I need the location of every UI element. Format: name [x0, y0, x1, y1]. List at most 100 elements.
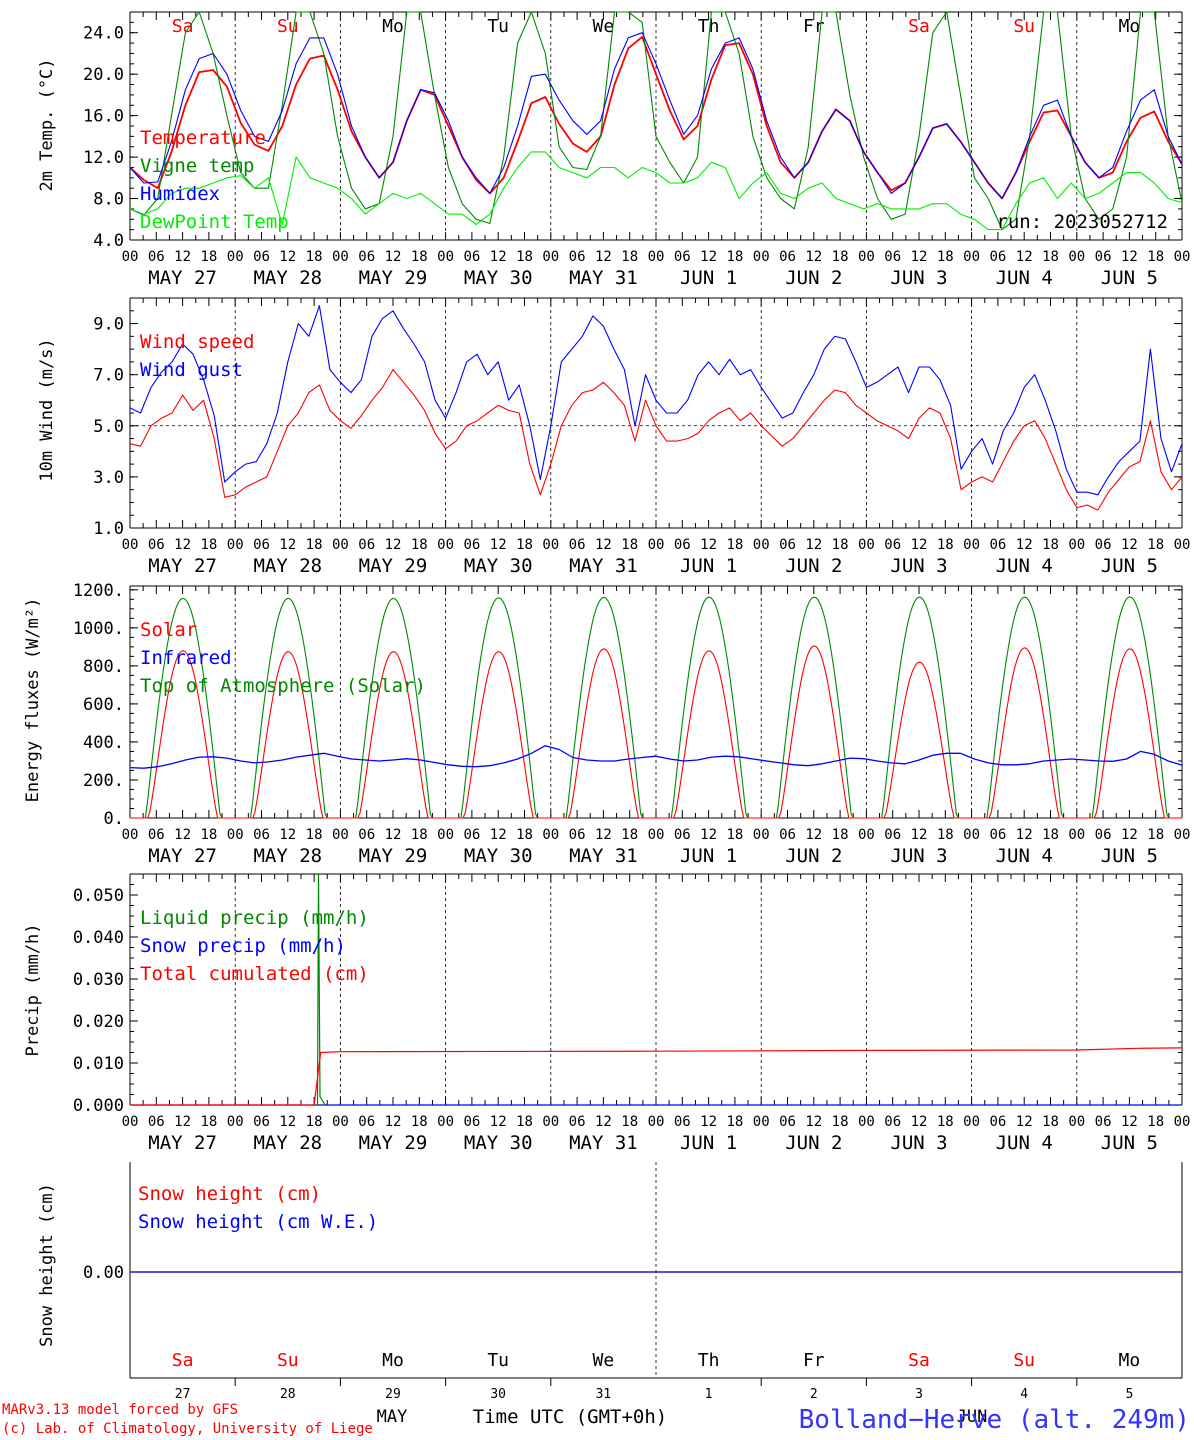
energy-panel: 0. 200. 400. 600. 800. 1000. 1200. 00 06 12 18 MAY …: [73, 581, 1191, 867]
y-tick-label: 12.0: [83, 148, 124, 168]
hour-label: 18: [516, 1114, 533, 1130]
temperature-ylabel: 2m Temp. (°C): [37, 58, 57, 191]
hour-label: 12: [279, 827, 296, 843]
date-label: JUN 3: [890, 1132, 947, 1154]
y-tick-label: 20.0: [83, 65, 124, 85]
date-label: JUN 1: [680, 1132, 737, 1154]
hour-label: 12: [805, 249, 822, 265]
date-label: MAY 31: [569, 555, 638, 577]
hour-label: 06: [1095, 249, 1112, 265]
day-name-label: Tu: [487, 1350, 509, 1371]
hour-label: 00: [332, 249, 349, 265]
series-total-cumulated: [130, 1047, 1183, 1106]
hour-label: 12: [279, 1114, 296, 1130]
series-humidex: [129, 32, 1183, 200]
hour-label: 00: [963, 537, 980, 553]
date-label: MAY 30: [464, 845, 533, 867]
hour-label: 06: [148, 537, 165, 553]
y-tick-label: 0.010: [73, 1054, 124, 1074]
day-name-label: We: [593, 1350, 615, 1371]
hour-label: 00: [1068, 827, 1085, 843]
y-tick-label: 9.0: [93, 315, 124, 335]
date-label: MAY 29: [359, 267, 428, 289]
day-name-label: Su: [1013, 1350, 1035, 1371]
date-label: MAY 28: [253, 555, 322, 577]
hour-label: 06: [674, 1114, 691, 1130]
y-tick-label: 600.: [83, 695, 124, 715]
y-tick-label: 1000.: [73, 619, 124, 639]
energy-ylabel: Energy fluxes (W/m²): [23, 598, 43, 803]
hour-label: 18: [200, 249, 217, 265]
day-number-label: 3: [915, 1387, 923, 1402]
day-number-label: 28: [280, 1387, 296, 1402]
day-name-label: Mo: [382, 16, 404, 37]
day-number-label: 29: [385, 1387, 401, 1402]
hour-label: 00: [1174, 249, 1191, 265]
hour-label: 00: [648, 1114, 665, 1130]
date-label: MAY 29: [359, 555, 428, 577]
wind-ylabel: 10m Wind (m/s): [37, 338, 57, 481]
hour-label: 12: [595, 1114, 612, 1130]
hour-label: 12: [174, 827, 191, 843]
hour-label: 18: [411, 537, 428, 553]
hour-label: 12: [279, 537, 296, 553]
hour-label: 06: [884, 249, 901, 265]
hour-label: 18: [937, 1114, 954, 1130]
hour-label: 00: [648, 827, 665, 843]
hour-label: 18: [621, 249, 638, 265]
hour-label: 06: [674, 827, 691, 843]
hour-label: 18: [621, 1114, 638, 1130]
day-name-label: Mo: [1119, 1350, 1141, 1371]
day-name-label: We: [593, 16, 615, 37]
hour-label: 12: [174, 1114, 191, 1130]
legend-wind-speed: Wind speed: [140, 331, 254, 353]
y-tick-label: 800.: [83, 657, 124, 677]
hour-label: 06: [358, 827, 375, 843]
hour-label: 12: [1121, 1114, 1138, 1130]
hour-label: 06: [884, 827, 901, 843]
hour-label: 12: [490, 537, 507, 553]
hour-label: 12: [700, 1114, 717, 1130]
legend-total-cumulated: Total cumulated (cm): [140, 963, 369, 985]
hour-label: 00: [542, 249, 559, 265]
date-label: JUN 1: [680, 267, 737, 289]
date-label: MAY 30: [464, 1132, 533, 1154]
hour-label: 00: [437, 827, 454, 843]
month-label-jun: JUN: [957, 1407, 988, 1427]
hour-label: 18: [1042, 827, 1059, 843]
legend-infrared: Infrared: [140, 647, 232, 669]
y-tick-label: 16.0: [83, 107, 124, 127]
hour-label: 18: [937, 537, 954, 553]
hour-label: 12: [805, 827, 822, 843]
month-label-may: MAY: [377, 1407, 408, 1427]
hour-label: 18: [1147, 537, 1164, 553]
y-tick-label: 1200.: [73, 581, 124, 601]
hour-label: 00: [1174, 1114, 1191, 1130]
snow-ylabel: Snow height (cm): [37, 1183, 57, 1347]
day-name-label: Sa: [172, 1350, 194, 1371]
hour-label: 00: [753, 537, 770, 553]
hour-label: 18: [1042, 249, 1059, 265]
series-dewpoint-temp: [129, 151, 1183, 231]
date-label: JUN 3: [890, 555, 947, 577]
date-label: MAY 29: [359, 845, 428, 867]
hour-label: 00: [1068, 249, 1085, 265]
series-vigne-temp: [129, 11, 1183, 231]
hour-label: 06: [569, 827, 586, 843]
hour-label: 12: [385, 249, 402, 265]
date-label: JUN 5: [1101, 1132, 1158, 1154]
hour-label: 00: [1068, 537, 1085, 553]
date-label: JUN 4: [996, 555, 1053, 577]
hour-label: 00: [332, 827, 349, 843]
series-wind-gust: [129, 305, 1183, 496]
legend-dewpoint: DewPoint Temp: [140, 211, 289, 233]
hour-label: 12: [700, 537, 717, 553]
precip-panel: 0.000 0.010 0.020 0.030 0.040 0.050 00 06 12 18 MA…: [73, 873, 1191, 1154]
hour-label: 06: [569, 537, 586, 553]
hour-label: 00: [542, 537, 559, 553]
hour-label: 12: [385, 827, 402, 843]
hour-label: 00: [753, 249, 770, 265]
y-tick-label: 7.0: [93, 366, 124, 386]
day-name-label: Sa: [908, 16, 930, 37]
hour-label: 18: [937, 249, 954, 265]
